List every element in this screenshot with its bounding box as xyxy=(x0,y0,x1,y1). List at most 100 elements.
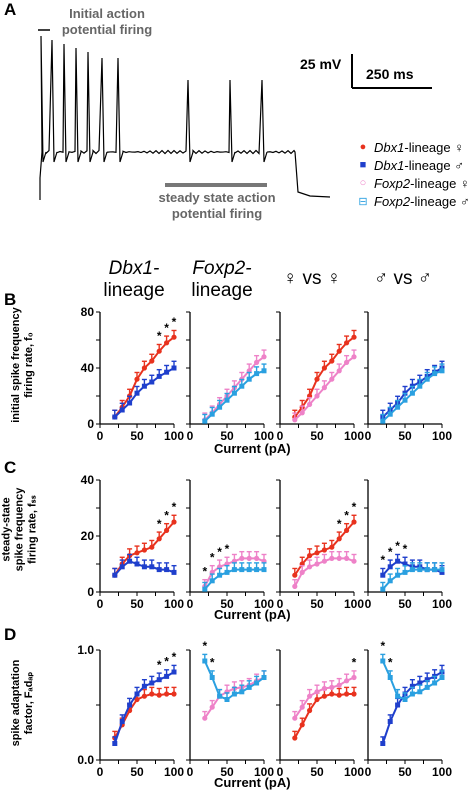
legend-item-dbx1-male: ■ Dbx1 -lineage ♂ xyxy=(356,156,474,174)
header-rest: lineage xyxy=(103,280,165,301)
x-tick-label: 50 xyxy=(130,597,144,611)
data-point-foxp2_f xyxy=(299,704,305,710)
data-point-dbx1_f xyxy=(314,376,320,382)
data-point-dbx1_m xyxy=(112,414,118,420)
panel-label-c: C xyxy=(4,458,17,477)
legend-sex: ♀ xyxy=(454,139,464,155)
data-point-foxp2_m xyxy=(254,567,260,573)
data-point-dbx1_f xyxy=(351,334,357,340)
data-point-foxp2_f xyxy=(336,682,342,688)
data-point-dbx1_f xyxy=(141,365,147,371)
data-point-foxp2_m xyxy=(217,404,223,410)
data-point-dbx1_f xyxy=(134,550,140,556)
marker-foxp2-male-icon: ⊟ xyxy=(358,195,368,208)
data-point-foxp2_m xyxy=(231,390,237,396)
data-point-foxp2_m xyxy=(380,586,386,592)
data-point-foxp2_m xyxy=(254,680,260,686)
y-tick-label: 40 xyxy=(81,473,95,487)
significance-star: * xyxy=(217,545,222,559)
data-point-dbx1_m xyxy=(127,558,133,564)
data-point-dbx1_f xyxy=(351,691,357,697)
data-point-dbx1_f xyxy=(336,348,342,354)
x-tick-label: 100 xyxy=(432,429,452,443)
data-point-foxp2_m xyxy=(246,376,252,382)
data-point-dbx1_m xyxy=(164,673,170,679)
significance-star: * xyxy=(380,553,385,567)
data-point-foxp2_m xyxy=(217,572,223,578)
data-point-foxp2_f xyxy=(239,555,245,562)
legend: ● Dbx1 -lineage ♀ ■ Dbx1 -lineage ♂ ○ Foxp2 -l… xyxy=(356,138,474,210)
data-point-dbx1_f xyxy=(321,547,327,553)
data-point-foxp2_f xyxy=(336,368,342,374)
data-point-foxp2_m xyxy=(432,371,438,377)
x-tick-label: 0 xyxy=(97,765,104,779)
data-point-foxp2_m xyxy=(417,383,423,389)
data-point-foxp2_f xyxy=(344,555,350,562)
data-point-dbx1_f xyxy=(314,696,320,703)
header-rest: lineage xyxy=(191,280,253,301)
significance-star: * xyxy=(202,564,207,578)
significance-star: * xyxy=(344,508,349,522)
data-point-foxp2_m xyxy=(439,675,445,680)
data-point-foxp2_f xyxy=(329,684,335,691)
x-tick-label: 0 xyxy=(277,765,284,779)
x-tick-label: 100 xyxy=(344,597,364,611)
data-point-dbx1_f xyxy=(164,691,170,697)
y-tick-label: 20 xyxy=(81,529,95,543)
significance-star: * xyxy=(388,545,393,559)
x-tick-label: 100 xyxy=(432,765,452,779)
data-point-foxp2_m xyxy=(209,411,215,417)
annotation-steady-firing: steady state action potential firing xyxy=(158,190,276,221)
data-point-dbx1_m xyxy=(119,407,125,413)
data-point-foxp2_m xyxy=(209,675,215,680)
header-italic: Dbx1- xyxy=(108,258,160,279)
legend-suffix: -lineage xyxy=(410,175,457,191)
data-point-foxp2_f xyxy=(292,583,298,590)
series-line-dbx1_f xyxy=(294,336,355,418)
data-point-foxp2_f xyxy=(299,410,305,416)
data-point-dbx1_f xyxy=(292,735,298,741)
data-point-foxp2_f xyxy=(299,569,305,576)
data-point-dbx1_f xyxy=(307,707,313,714)
data-point-dbx1_m xyxy=(171,365,177,371)
legend-sex: ♀ xyxy=(460,175,470,191)
data-point-dbx1_f xyxy=(344,340,350,346)
data-point-dbx1_f xyxy=(336,692,342,698)
data-point-foxp2_m xyxy=(231,567,237,573)
x-tick-label: 0 xyxy=(277,429,284,443)
x-tick-label: 0 xyxy=(97,597,104,611)
data-point-foxp2_m xyxy=(254,371,260,377)
data-point-dbx1_f xyxy=(156,692,162,698)
scale-label-voltage: 25 mV xyxy=(300,56,342,72)
x-tick-label: 100 xyxy=(254,597,274,611)
data-point-dbx1_m xyxy=(149,680,155,686)
legend-suffix: -lineage xyxy=(404,157,451,173)
x-tick-label: 100 xyxy=(432,597,452,611)
data-point-dbx1_m xyxy=(417,680,423,686)
data-point-dbx1_f xyxy=(329,544,335,550)
data-point-foxp2_m xyxy=(424,684,430,690)
significance-star: * xyxy=(395,539,400,553)
data-point-foxp2_m xyxy=(246,567,252,573)
data-point-foxp2_f xyxy=(329,555,335,562)
data-point-dbx1_m xyxy=(119,719,125,724)
data-point-dbx1_f xyxy=(329,691,335,697)
data-point-dbx1_m xyxy=(409,683,415,689)
data-point-foxp2_m xyxy=(432,567,438,573)
data-point-foxp2_f xyxy=(314,561,320,567)
x-tick-label: 50 xyxy=(398,597,412,611)
significance-star: * xyxy=(164,321,169,335)
significance-star: * xyxy=(172,500,177,514)
data-point-dbx1_m xyxy=(156,567,162,573)
x-tick-label: 0 xyxy=(277,597,284,611)
significance-star: * xyxy=(172,315,177,329)
header-italic: Foxp2- xyxy=(192,258,252,279)
data-point-foxp2_m xyxy=(409,691,415,697)
data-point-foxp2_m xyxy=(424,567,430,573)
data-point-foxp2_f xyxy=(336,555,342,562)
data-point-dbx1_m xyxy=(156,677,162,683)
ap-trace xyxy=(38,29,432,200)
x-axis-label-b: Current (pA) xyxy=(214,441,291,456)
x-tick-label: 50 xyxy=(130,765,144,779)
data-point-dbx1_m xyxy=(141,383,147,389)
